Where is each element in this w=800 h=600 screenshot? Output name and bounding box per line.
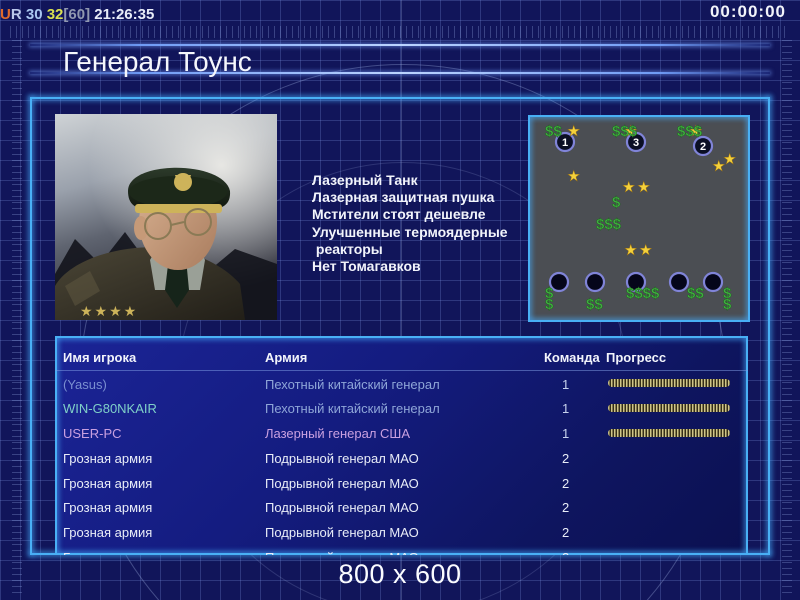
svg-text:2: 2 bbox=[700, 141, 706, 153]
svg-text:$$$: $$$ bbox=[677, 123, 703, 140]
svg-text:★: ★ bbox=[723, 151, 736, 168]
svg-text:$: $ bbox=[545, 296, 554, 313]
svg-text:$$: $$ bbox=[687, 285, 704, 302]
svg-text:★: ★ bbox=[622, 179, 635, 196]
svg-text:$$$$: $$$$ bbox=[626, 285, 660, 302]
svg-text:★: ★ bbox=[567, 123, 580, 140]
svg-text:$: $ bbox=[723, 296, 732, 313]
svg-text:★: ★ bbox=[639, 242, 652, 259]
svg-text:★★★★: ★★★★ bbox=[80, 303, 138, 319]
svg-text:$$: $$ bbox=[586, 296, 603, 313]
svg-text:$$: $$ bbox=[545, 123, 562, 140]
svg-text:$: $ bbox=[612, 194, 621, 211]
svg-text:$$$: $$$ bbox=[596, 216, 622, 233]
svg-text:★: ★ bbox=[624, 242, 637, 259]
svg-text:★: ★ bbox=[567, 168, 580, 185]
svg-text:★: ★ bbox=[637, 179, 650, 196]
svg-text:$$$: $$$ bbox=[612, 123, 638, 140]
